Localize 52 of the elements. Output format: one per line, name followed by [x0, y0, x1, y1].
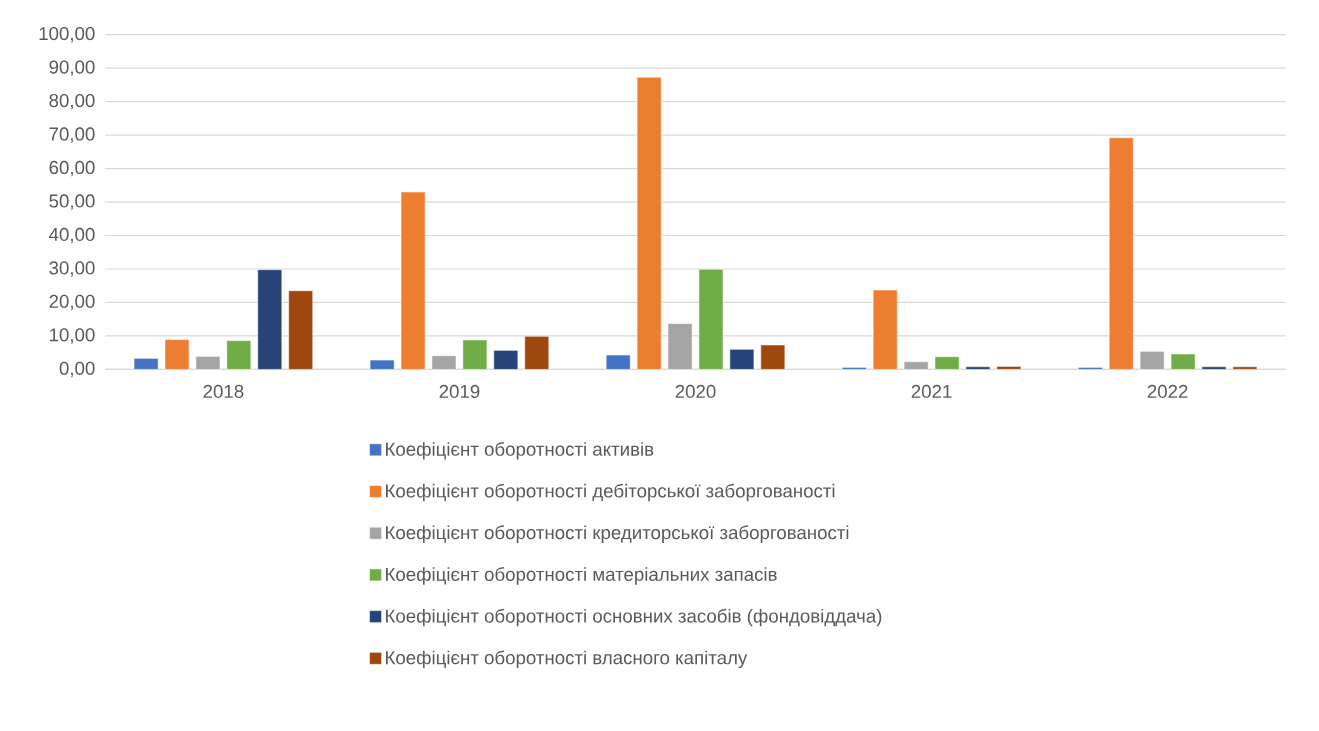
bar [729, 349, 755, 370]
y-tick-label: 90,00 [49, 60, 95, 76]
y-tick-label: 30,00 [49, 261, 95, 277]
y-tick-label: 70,00 [49, 127, 95, 143]
x-tick-label: 2018 [203, 384, 244, 399]
bar [996, 366, 1022, 370]
bar [698, 269, 724, 370]
x-tick-label: 2022 [1147, 384, 1188, 399]
bar [524, 336, 550, 370]
bar [1170, 353, 1196, 370]
legend-label: Коефіцієнт оборотності активів [386, 442, 654, 460]
bar [903, 361, 929, 370]
y-tick-label: 0,00 [59, 361, 95, 378]
x-tick-label: 2021 [911, 384, 952, 399]
y-tick-label: 20,00 [49, 294, 95, 311]
bar [493, 350, 519, 370]
bar [257, 269, 283, 370]
bar [965, 366, 991, 370]
bar [841, 367, 867, 370]
bar [605, 354, 631, 370]
bar [133, 358, 159, 370]
bar [369, 359, 395, 370]
y-tick-label: 80,00 [49, 93, 95, 110]
bar [934, 356, 960, 370]
bar [195, 356, 221, 370]
y-tick-label: 50,00 [49, 194, 95, 210]
y-tick-label: 60,00 [49, 160, 95, 177]
bar [667, 323, 693, 370]
bar [1201, 366, 1227, 370]
bar [636, 76, 662, 370]
legend-label: Коефіцієнт оборотності власного капіталу [386, 650, 748, 669]
legend-label: Коефіцієнт оборотності дебіторської заборгованості [386, 483, 835, 502]
bar [164, 339, 190, 370]
bar [872, 289, 898, 370]
bar [760, 344, 786, 370]
bar [288, 290, 314, 370]
bar [1108, 137, 1134, 370]
bar [226, 340, 252, 370]
legend-label: Коефіцієнт оборотності основних засобів (фондовіддача) [386, 608, 882, 627]
bar [462, 339, 488, 370]
x-tick-label: 2020 [675, 384, 716, 399]
legend-label: Коефіцієнт оборотності кредиторської заборгованості [386, 525, 849, 544]
bar [1078, 367, 1103, 370]
y-tick-label: 100,00 [39, 27, 95, 43]
x-tick-label: 2019 [439, 384, 480, 399]
y-tick-label: 40,00 [49, 227, 95, 244]
bar [400, 191, 426, 370]
bar [431, 355, 457, 370]
bar [1232, 366, 1258, 370]
bar [1139, 351, 1165, 370]
legend-label: Коефіцієнт оборотності матеріальних запасів [386, 567, 777, 585]
y-tick-label: 10,00 [50, 328, 95, 344]
